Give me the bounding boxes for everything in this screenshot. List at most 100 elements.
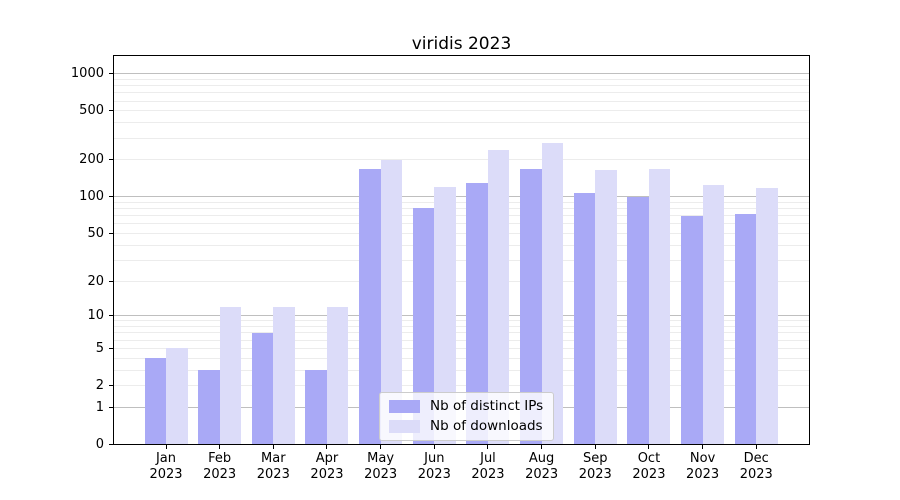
- bar-downloads-sep: [595, 169, 617, 445]
- y-tick-label-100: 100: [79, 189, 104, 205]
- bar-distinct-ips-feb: [198, 370, 220, 445]
- x-tickmark-jun: [433, 445, 435, 449]
- bar-downloads-dec: [756, 188, 778, 445]
- x-tickmark-mar: [272, 445, 274, 449]
- gridline-20: [114, 280, 809, 282]
- y-tickmark-1: [109, 406, 113, 408]
- bar-distinct-ips-may: [359, 168, 381, 445]
- bar-distinct-ips-aug: [520, 168, 542, 445]
- gridline-80: [114, 208, 809, 210]
- legend: Nb of distinct IPs Nb of downloads: [379, 392, 555, 441]
- bar-distinct-ips-dec: [734, 214, 757, 445]
- x-tick-label-dec: Dec 2023: [739, 451, 773, 482]
- bar-distinct-ips-jul: [466, 182, 488, 445]
- legend-swatch-distinct-ips: [389, 400, 420, 413]
- gridline-800: [114, 85, 809, 87]
- x-tick-label-aug: Aug 2023: [525, 451, 559, 482]
- gridline-7: [114, 332, 809, 334]
- bar-downloads-apr: [326, 306, 349, 445]
- gridline-900: [114, 78, 809, 80]
- gridline-50: [114, 233, 809, 235]
- x-tickmark-sep: [594, 445, 596, 449]
- x-tick-label-jun: Jun 2023: [417, 451, 451, 482]
- gridline-9: [114, 320, 809, 322]
- y-tick-label-1000: 1000: [70, 66, 104, 82]
- bar-downloads-jul: [487, 150, 510, 445]
- y-tick-label-500: 500: [79, 103, 104, 119]
- axis-spine-left: [113, 55, 114, 445]
- x-tick-label-jul: Jul 2023: [471, 451, 505, 482]
- gridline-300: [114, 137, 809, 139]
- axis-spine-bottom: [113, 444, 810, 446]
- gridline-200: [114, 159, 809, 161]
- bar-downloads-aug: [541, 142, 564, 445]
- chart-title: viridis 2023: [411, 34, 512, 54]
- gridline-70: [114, 215, 809, 217]
- bar-distinct-ips-jun: [412, 208, 435, 445]
- x-tickmark-oct: [648, 445, 650, 449]
- bar-distinct-ips-nov: [681, 215, 703, 445]
- gridline-8: [114, 326, 809, 328]
- gridline-6: [114, 339, 809, 341]
- x-tickmark-aug: [541, 445, 543, 449]
- y-tick-label-200: 200: [79, 152, 104, 168]
- axis-spine-top: [113, 55, 810, 56]
- gridline-2: [114, 385, 809, 387]
- x-tickmark-jan: [165, 445, 167, 449]
- bar-distinct-ips-apr: [305, 370, 327, 445]
- y-tickmark-0: [109, 444, 113, 445]
- gridline-5: [114, 347, 809, 349]
- legend-swatch-downloads: [389, 420, 420, 433]
- x-tick-label-may: May 2023: [364, 451, 398, 482]
- x-tickmark-nov: [702, 445, 704, 449]
- x-tick-label-sep: Sep 2023: [578, 451, 612, 482]
- bar-distinct-ips-jan: [144, 358, 166, 445]
- y-tickmark-20: [109, 280, 113, 282]
- x-tick-label-nov: Nov 2023: [686, 451, 720, 482]
- y-tickmark-500: [109, 110, 113, 112]
- gridline-1000: [114, 73, 809, 75]
- bar-downloads-oct: [648, 169, 671, 445]
- plot-area: Nb of distinct IPs Nb of downloads: [113, 55, 810, 446]
- y-tick-label-20: 20: [87, 273, 104, 289]
- gridline-400: [114, 122, 809, 124]
- y-tickmark-50: [109, 233, 113, 235]
- bar-downloads-nov: [702, 184, 725, 445]
- y-tickmark-200: [109, 159, 113, 161]
- bar-distinct-ips-oct: [627, 196, 649, 445]
- bar-downloads-jan: [166, 348, 188, 445]
- x-tickmark-may: [380, 445, 382, 449]
- gridline-4: [114, 357, 809, 359]
- y-tickmark-100: [109, 196, 113, 198]
- y-tick-label-2: 2: [95, 378, 104, 394]
- y-tickmark-10: [109, 315, 113, 317]
- x-tick-label-jan: Jan 2023: [149, 451, 183, 482]
- x-tick-label-mar: Mar 2023: [256, 451, 290, 482]
- y-tickmark-5: [109, 347, 113, 349]
- x-tickmark-jul: [487, 445, 489, 449]
- legend-label-downloads: Nb of downloads: [430, 418, 543, 434]
- legend-item-distinct-ips: Nb of distinct IPs: [389, 399, 543, 414]
- bar-downloads-may: [380, 160, 403, 445]
- gridline-100: [114, 196, 809, 198]
- y-tick-label-50: 50: [87, 226, 104, 242]
- gridline-700: [114, 92, 809, 94]
- x-tick-label-feb: Feb 2023: [203, 451, 237, 482]
- gridline-3: [114, 369, 809, 371]
- gridline-40: [114, 244, 809, 246]
- x-tick-label-oct: Oct 2023: [632, 451, 666, 482]
- x-tickmark-feb: [219, 445, 221, 449]
- y-tick-label-1: 1: [95, 399, 104, 415]
- bar-distinct-ips-sep: [573, 193, 596, 445]
- x-tick-label-apr: Apr 2023: [310, 451, 344, 482]
- gridline-30: [114, 259, 809, 261]
- axis-spine-right: [809, 55, 810, 445]
- bar-distinct-ips-mar: [251, 332, 274, 445]
- gridline-60: [114, 223, 809, 225]
- bar-downloads-feb: [219, 306, 242, 445]
- y-tick-label-0: 0: [95, 437, 104, 452]
- y-tick-label-5: 5: [95, 340, 104, 356]
- y-tickmark-1000: [109, 73, 113, 75]
- x-tickmark-dec: [755, 445, 757, 449]
